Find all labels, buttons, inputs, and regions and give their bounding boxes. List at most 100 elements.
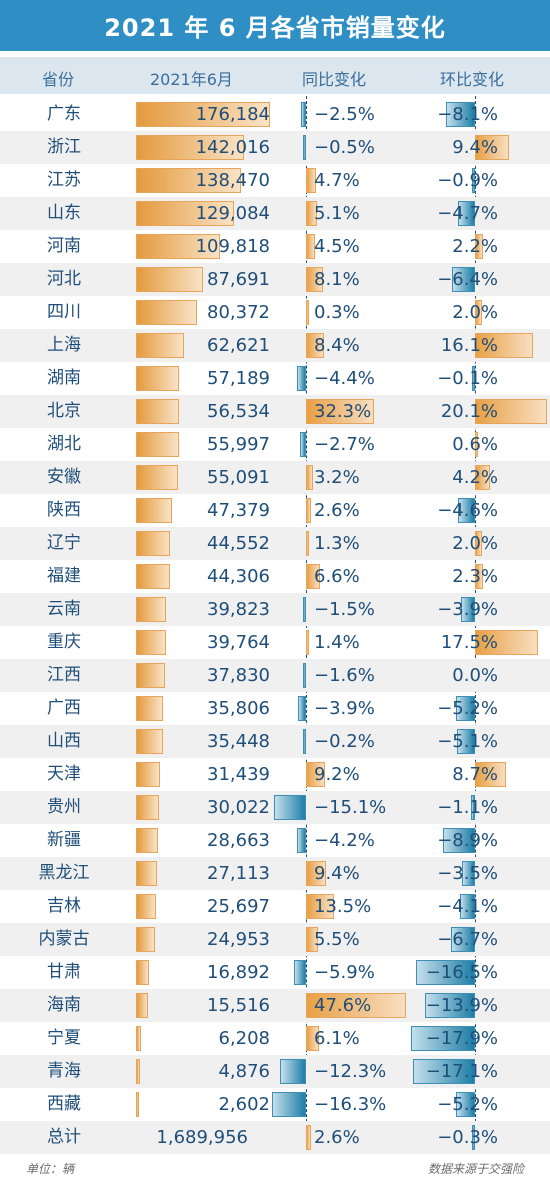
yoy-value: 3.2%: [314, 467, 360, 488]
yoy-value: −1.5%: [314, 599, 375, 620]
sales-value: 27,113: [207, 863, 270, 884]
mom-bar: [462, 861, 475, 886]
yoy-value: 8.4%: [314, 335, 360, 356]
sales-value: 80,372: [207, 302, 270, 323]
sales-bar: [136, 861, 157, 886]
yoy-value: −5.9%: [314, 962, 375, 983]
yoy-value: 32.3%: [314, 401, 372, 422]
mom-value: 0.6%: [452, 434, 498, 455]
table-row: 浙江 142,016 −0.5% 9.4%: [0, 131, 550, 164]
yoy-bar: [306, 201, 317, 226]
yoy-value: 4.7%: [314, 170, 360, 191]
sales-value: 35,448: [207, 731, 270, 752]
sales-bar: [136, 894, 156, 919]
yoy-value: 0.3%: [314, 302, 360, 323]
province-label: 山西: [47, 731, 81, 751]
province-label: 总计: [47, 1127, 81, 1147]
table-row: 四川 80,372 0.3% 2.0%: [0, 296, 550, 329]
chart-title: 2021 年 6 月各省市销量变化: [0, 0, 550, 51]
province-label: 河北: [47, 269, 81, 289]
yoy-bar: [274, 795, 306, 820]
yoy-value: 2.6%: [314, 1127, 360, 1148]
sales-value: 176,184: [195, 104, 270, 125]
yoy-bar: [300, 432, 306, 457]
yoy-value: 13.5%: [314, 896, 372, 917]
yoy-bar: [306, 630, 309, 655]
mom-value: −5.2%: [437, 698, 498, 719]
sales-bar: [136, 993, 148, 1018]
mom-value: −5.2%: [437, 1094, 498, 1115]
sales-value: 15,516: [207, 995, 270, 1016]
yoy-bar: [306, 333, 324, 358]
mom-bar: [475, 630, 538, 655]
mom-value: −4.1%: [437, 896, 498, 917]
sales-value: 30,022: [207, 797, 270, 818]
sales-bar: [136, 399, 179, 424]
table-row: 天津 31,439 9.2% 8.7%: [0, 758, 550, 791]
mom-value: 2.2%: [452, 236, 498, 257]
sales-value: 129,084: [195, 203, 270, 224]
sales-bar: [136, 795, 159, 820]
mom-value: 8.7%: [452, 764, 498, 785]
sales-value: 138,470: [195, 170, 270, 191]
sales-bar: [136, 432, 179, 457]
table-header: 省份 2021年6月 同比变化 环比变化: [0, 57, 550, 94]
mom-value: 16.1%: [440, 335, 498, 356]
province-label: 上海: [47, 335, 81, 355]
mom-bar: [475, 762, 507, 787]
mom-value: −6.4%: [437, 269, 498, 290]
sales-bar: [136, 498, 173, 523]
table-row: 辽宁 44,552 1.3% 2.0%: [0, 527, 550, 560]
table-row: 北京 56,534 32.3% 20.1%: [0, 395, 550, 428]
sales-bar: [136, 597, 167, 622]
table-row: 内蒙古 24,953 5.5% −6.7%: [0, 923, 550, 956]
mom-bar: [475, 135, 509, 160]
sales-bar: [136, 366, 180, 391]
sales-bar: [136, 729, 163, 754]
table-row: 新疆 28,663 −4.2% −8.9%: [0, 824, 550, 857]
province-label: 宁夏: [47, 1028, 81, 1048]
mom-value: −5.1%: [437, 731, 498, 752]
header-sales: 2021年6月: [150, 70, 233, 89]
table-row: 河北 87,691 8.1% −6.4%: [0, 263, 550, 296]
yoy-bar: [271, 1092, 306, 1117]
sales-value: 56,534: [207, 401, 270, 422]
table-row: 甘肃 16,892 −5.9% −16.5%: [0, 956, 550, 989]
table-row: 吉林 25,697 13.5% −4.1%: [0, 890, 550, 923]
yoy-bar: [300, 102, 306, 127]
table-row: 河南 109,818 4.5% 2.2%: [0, 230, 550, 263]
table-row: 江苏 138,470 4.7% −0.9%: [0, 164, 550, 197]
mom-bar: [456, 1092, 475, 1117]
sales-bar: [136, 201, 235, 226]
sales-bar: [136, 960, 149, 985]
mom-bar: [460, 597, 475, 622]
sales-value: 57,189: [207, 368, 270, 389]
yoy-value: 9.2%: [314, 764, 360, 785]
mom-value: −3.5%: [437, 863, 498, 884]
source-note: 数据来源于交强险: [428, 1162, 525, 1176]
mom-bar: [456, 696, 475, 721]
yoy-bar: [297, 828, 306, 853]
mom-bar: [475, 465, 491, 490]
yoy-value: 1.3%: [314, 533, 360, 554]
mom-bar: [456, 729, 475, 754]
sales-value: 37,830: [207, 665, 270, 686]
sales-bar: [136, 1092, 139, 1117]
yoy-value: −2.5%: [314, 104, 375, 125]
mom-value: −8.1%: [437, 104, 498, 125]
mom-bar: [410, 1026, 475, 1051]
table-row: 青海 4,876 −12.3% −17.1%: [0, 1055, 550, 1088]
header-yoy: 同比变化: [302, 70, 367, 89]
mom-value: −0.3%: [437, 1127, 498, 1148]
mom-bar: [458, 498, 475, 523]
yoy-value: −16.3%: [314, 1094, 387, 1115]
mom-bar: [472, 366, 475, 391]
sales-bar: [136, 663, 165, 688]
province-label: 湖南: [47, 368, 81, 388]
table-row: 上海 62,621 8.4% 16.1%: [0, 329, 550, 362]
province-label: 内蒙古: [38, 929, 90, 949]
province-label: 陕西: [47, 500, 81, 520]
province-label: 江苏: [47, 170, 81, 190]
mom-bar: [475, 531, 483, 556]
yoy-value: −3.9%: [314, 698, 375, 719]
